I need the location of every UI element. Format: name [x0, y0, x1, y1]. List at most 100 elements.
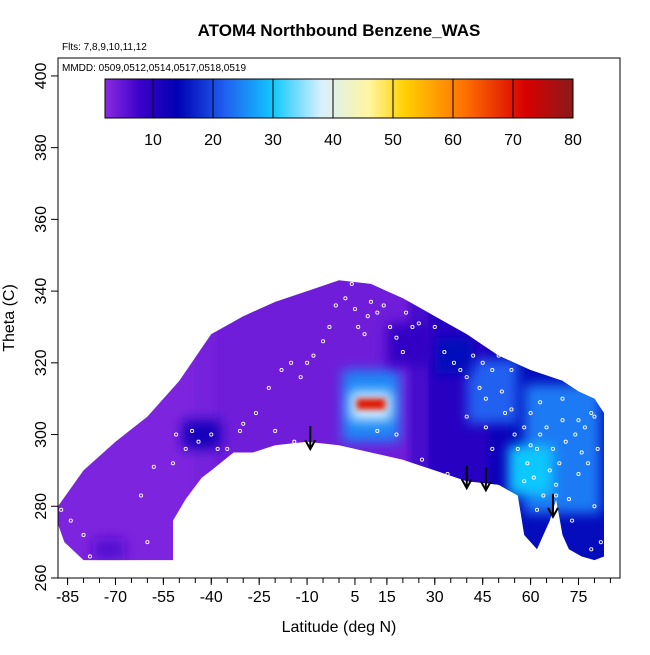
y-tick-label: 400 [33, 62, 50, 89]
x-tick-label: -10 [296, 589, 319, 606]
observation-point [544, 425, 549, 430]
observation-point [499, 389, 504, 394]
observation-point [68, 518, 73, 523]
observation-point [563, 439, 568, 444]
observation-point [320, 339, 326, 344]
observation-point [266, 385, 271, 390]
observation-point [170, 461, 176, 466]
observation-point [196, 439, 201, 444]
heatmap-band [58, 280, 205, 561]
observation-point [400, 350, 405, 355]
observation-point [483, 425, 488, 430]
chart-title: ATOM4 Northbound Benzene_WAS [198, 21, 481, 40]
observation-point [81, 532, 86, 538]
observation-point [273, 428, 278, 434]
observation-point [375, 310, 380, 315]
down-arrow [304, 426, 317, 452]
arrow-head [304, 439, 317, 452]
x-tick-label: -85 [56, 589, 79, 606]
arrow-head [480, 480, 492, 493]
observation-point [289, 360, 294, 365]
observation-point [292, 439, 297, 444]
observation-point [490, 367, 495, 373]
observation-point [349, 281, 354, 286]
x-tick-label: -25 [248, 589, 271, 606]
observation-point [333, 303, 338, 308]
observation-point [464, 375, 469, 380]
observation-point [483, 396, 488, 401]
observation-point [305, 360, 310, 365]
arrow-markers [304, 426, 559, 519]
heatmap-band-blend [408, 280, 429, 561]
observation-point [538, 400, 543, 405]
observation-point [311, 353, 316, 358]
x-tick-label: 5 [351, 589, 360, 606]
observation-point [502, 410, 508, 416]
x-tick-label: -55 [152, 589, 175, 606]
observation-point [566, 497, 571, 502]
y-axis: 260 280 300 320 340 360 380 400 [33, 62, 58, 591]
heatmap-feature [466, 359, 518, 424]
observation-point [573, 432, 578, 437]
heatmap-feature [182, 420, 221, 449]
observation-point [241, 421, 246, 426]
dates-subtitle: MMDD: 0509,0512,0514,0517,0518,0519 [62, 63, 246, 74]
observation-point [426, 306, 431, 312]
observation-point [356, 324, 361, 330]
observation-point [522, 479, 527, 484]
observation-point [598, 540, 603, 545]
observation-point [534, 446, 540, 451]
observation-point [464, 414, 469, 419]
observation-point [525, 461, 530, 466]
colorbar: 10 20 30 40 50 60 70 80 [104, 78, 582, 149]
observation-point [381, 303, 386, 308]
observation-point [410, 324, 415, 330]
observation-point [327, 324, 332, 330]
observation-point [394, 335, 399, 340]
observation-point [595, 446, 600, 451]
observation-point [183, 446, 188, 451]
observation-point [87, 554, 92, 559]
y-tick-label: 260 [33, 565, 50, 592]
observation-point [554, 482, 559, 487]
observation-point [352, 306, 358, 312]
observation-point [458, 367, 463, 373]
observation-point [589, 547, 594, 552]
x-tick-label: 30 [426, 589, 444, 606]
x-tick-label: -70 [104, 589, 127, 606]
observation-point [589, 410, 594, 416]
observation-point [394, 432, 399, 437]
observation-point [59, 507, 64, 512]
y-tick-label: 320 [33, 349, 50, 376]
observation-point [560, 396, 565, 401]
x-tick-label: 45 [474, 589, 492, 606]
observation-point [576, 418, 581, 423]
observation-point [480, 360, 485, 365]
colorbar-tick-label: 40 [324, 132, 342, 149]
observation-point [579, 450, 584, 455]
observation-point [554, 493, 559, 498]
colorbar-tick-label: 80 [564, 132, 582, 149]
observation-point [416, 321, 421, 326]
y-tick-label: 280 [33, 493, 50, 520]
observation-point [343, 296, 348, 301]
down-arrow [460, 465, 473, 491]
observation-point [496, 353, 501, 358]
observation-point [541, 493, 546, 498]
heatmap-feature [356, 398, 386, 410]
observation-point [471, 353, 476, 358]
x-tick-label: 15 [378, 589, 396, 606]
observation-point [404, 310, 409, 315]
observation-point [515, 446, 520, 451]
observation-point [509, 367, 514, 373]
observation-point [528, 410, 533, 416]
observation-point [190, 428, 195, 434]
observation-point [442, 350, 447, 355]
observation-point [528, 443, 533, 448]
x-tick-label: -40 [200, 589, 223, 606]
observation-point [531, 475, 536, 480]
colorbar-tick-label: 10 [144, 132, 162, 149]
arrow-head [460, 478, 473, 491]
heatmap-feature [386, 323, 432, 367]
